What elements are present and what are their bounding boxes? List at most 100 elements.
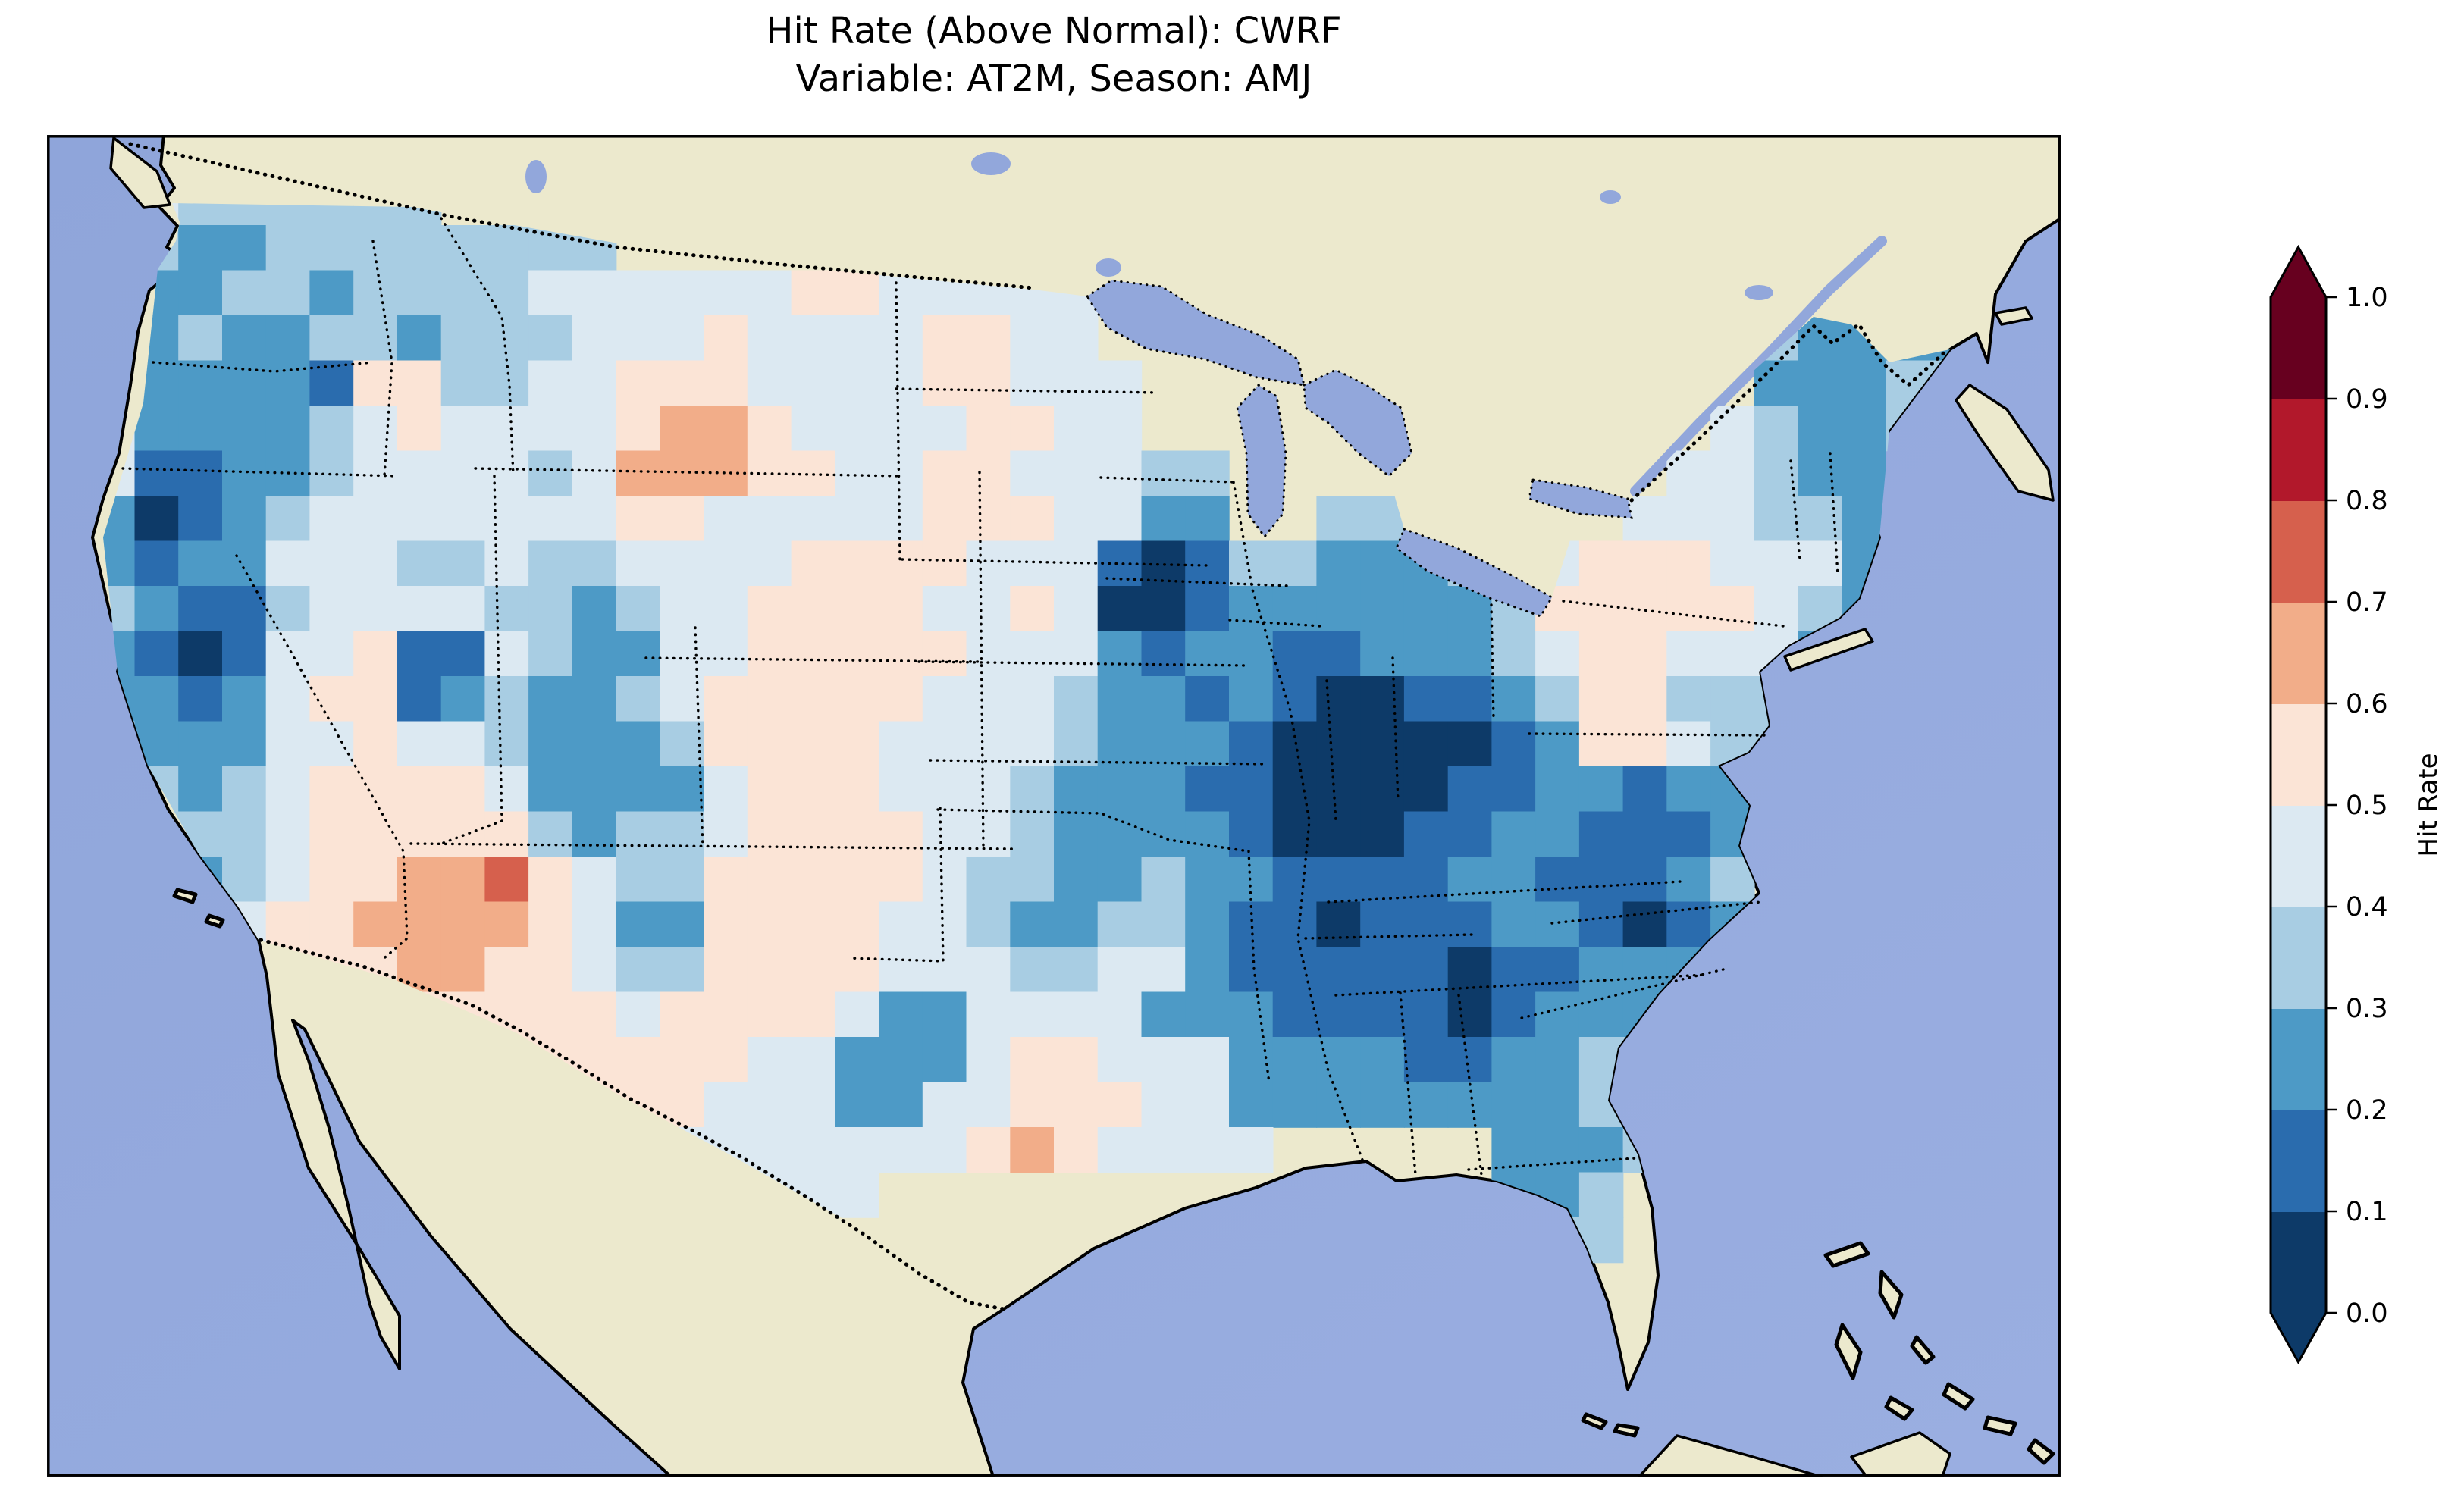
grid-cell bbox=[879, 811, 923, 857]
grid-cell bbox=[265, 721, 311, 767]
grid-cell bbox=[309, 857, 354, 903]
grid-cell bbox=[791, 857, 836, 903]
colorbar-segment bbox=[2271, 1211, 2326, 1314]
grid-cell bbox=[922, 901, 967, 947]
grid-cell bbox=[966, 991, 1011, 1038]
grid-cell bbox=[134, 540, 179, 587]
grid-cell bbox=[747, 1082, 792, 1128]
lake-ontario bbox=[1528, 478, 1633, 519]
grid-cell bbox=[309, 901, 354, 947]
grid-cell bbox=[309, 225, 354, 271]
grid-cell bbox=[353, 225, 398, 271]
colorbar-tick-label: 0.2 bbox=[2346, 1095, 2388, 1126]
grid-cell bbox=[1054, 1127, 1099, 1173]
grid-cell bbox=[1229, 676, 1274, 722]
grid-cell bbox=[879, 676, 923, 722]
grid-cell bbox=[222, 496, 267, 542]
grid-cell bbox=[616, 631, 661, 677]
grid-cell bbox=[704, 947, 748, 993]
grid-cell bbox=[1054, 901, 1099, 947]
grid-cell bbox=[178, 766, 223, 813]
grid-cell bbox=[1185, 586, 1230, 632]
grid-cell bbox=[484, 721, 529, 767]
grid-cell bbox=[1054, 450, 1099, 496]
grid-cell bbox=[1403, 721, 1449, 767]
grid-cell bbox=[1842, 360, 1886, 406]
grid-cell bbox=[1141, 676, 1186, 722]
grid-cell bbox=[265, 225, 311, 271]
grid-cell bbox=[1097, 947, 1143, 993]
grid-cell bbox=[572, 270, 617, 316]
grid-cell bbox=[660, 270, 704, 316]
grid-cell bbox=[1054, 676, 1099, 722]
grid-cell bbox=[1097, 1127, 1143, 1173]
grid-cell bbox=[1710, 406, 1755, 452]
colorbar-segment bbox=[2271, 703, 2326, 806]
lake-huron bbox=[1303, 368, 1413, 478]
grid-cell bbox=[1185, 1037, 1230, 1083]
colorbar-segments bbox=[2271, 247, 2326, 1362]
title-line-1: Hit Rate (Above Normal): CWRF bbox=[766, 10, 1342, 52]
grid-cell bbox=[1185, 991, 1230, 1038]
grid-cell bbox=[309, 270, 354, 316]
grid-cell bbox=[397, 901, 442, 947]
prince-edward-island bbox=[1994, 306, 2033, 326]
grid-cell bbox=[353, 203, 398, 226]
grid-cell bbox=[835, 1172, 879, 1218]
grid-cell bbox=[309, 631, 354, 677]
grid-cell bbox=[1666, 721, 1711, 767]
grid-cell bbox=[747, 406, 792, 452]
grid-cell bbox=[353, 315, 398, 362]
title-line-2: Variable: AT2M, Season: AMJ bbox=[795, 58, 1312, 101]
grid-cell bbox=[791, 901, 836, 947]
grid-cell bbox=[1447, 991, 1493, 1038]
grid-cell bbox=[1010, 360, 1055, 406]
grid-cell bbox=[660, 315, 704, 362]
grid-cell bbox=[704, 360, 748, 406]
grid-cell bbox=[1535, 766, 1580, 813]
grid-cell bbox=[353, 496, 398, 542]
grid-cell bbox=[922, 857, 967, 903]
grid-cell bbox=[484, 225, 529, 271]
grid-cell bbox=[966, 947, 1011, 993]
grid-cell bbox=[879, 991, 923, 1038]
grid-cell bbox=[966, 766, 1011, 813]
grid-cell bbox=[1054, 811, 1099, 857]
grid-cell bbox=[353, 270, 398, 316]
us-canada-border-east bbox=[1629, 321, 1948, 503]
grid-cell bbox=[791, 766, 836, 813]
grid-cell bbox=[1316, 586, 1361, 632]
grid-cell bbox=[1798, 540, 1843, 587]
grid-cell bbox=[134, 450, 179, 496]
grid-cell bbox=[704, 721, 748, 767]
grid-cell bbox=[1360, 857, 1405, 903]
grid-cell bbox=[791, 676, 836, 722]
grid-cell bbox=[791, 406, 836, 452]
grid-cell bbox=[616, 721, 661, 767]
grid-cell bbox=[922, 991, 967, 1038]
grid-cell bbox=[616, 315, 661, 362]
grid-cell bbox=[265, 406, 311, 452]
grid-cell bbox=[616, 450, 661, 496]
grid-cell bbox=[1229, 766, 1274, 813]
grid-cell bbox=[835, 496, 879, 542]
grid-cell bbox=[966, 496, 1011, 542]
grid-cell bbox=[966, 631, 1011, 677]
grid-cell bbox=[747, 901, 792, 947]
us-mexico-border bbox=[259, 938, 1006, 1311]
grid-cell bbox=[440, 406, 486, 452]
grid-cell bbox=[879, 406, 923, 452]
colorbar-over-arrow bbox=[2271, 247, 2326, 297]
grid-cell bbox=[1097, 1082, 1143, 1128]
grid-cell bbox=[1622, 901, 1668, 947]
grid-cell bbox=[572, 406, 617, 452]
grid-cell bbox=[265, 676, 311, 722]
grid-cell bbox=[835, 586, 879, 632]
grid-cell bbox=[747, 496, 792, 542]
grid-cell bbox=[791, 631, 836, 677]
grid-cell bbox=[704, 676, 748, 722]
grid-cell bbox=[1097, 496, 1143, 542]
grid-cell bbox=[1141, 1037, 1186, 1083]
grid-cell bbox=[1141, 1127, 1186, 1173]
grid-cell bbox=[791, 721, 836, 767]
